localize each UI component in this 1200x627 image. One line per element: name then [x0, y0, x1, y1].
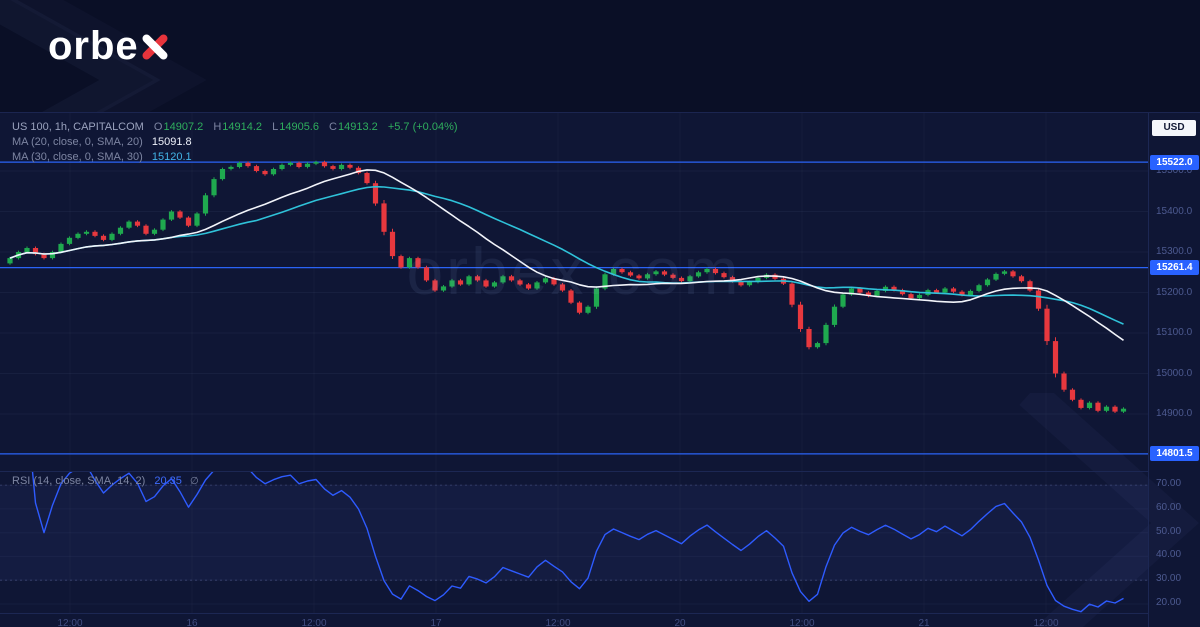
rsi-value: 20.35 — [154, 475, 182, 487]
time-axis-label: 12:00 — [1033, 618, 1059, 627]
orbex-logo: orbe — [48, 24, 169, 68]
time-axis-label: 21 — [918, 618, 930, 627]
price-chart-canvas[interactable] — [0, 113, 1148, 471]
time-axis-label: 12:00 — [545, 618, 571, 627]
price-axis-label: 15000.0 — [1156, 368, 1193, 379]
ohlc-close-value: 14913.2 — [338, 121, 378, 133]
rsi-axis-label: 20.00 — [1156, 597, 1182, 608]
ohlc-low-value: 14905.6 — [279, 121, 319, 133]
chart-legend: US 100, 1h, CAPITALCOM O14907.2 H14914.2… — [12, 120, 458, 165]
price-level-badge[interactable]: 15522.0 — [1150, 155, 1199, 170]
time-axis-label: 16 — [186, 618, 198, 627]
chart-panel: orbex.com 12:00 16 12:00 17 12:00 20 12:00 21 12… — [0, 112, 1200, 627]
ma30-label: MA (30, close, 0, SMA, 30) — [12, 151, 143, 163]
ohlc-high-value: 14914.2 — [222, 121, 263, 133]
ma30-value: 15120.1 — [151, 151, 192, 163]
rsi-ma-placeholder: ∅ — [189, 476, 199, 487]
time-axis-label: 12:00 — [301, 618, 327, 627]
price-axis-label: 15100.0 — [1156, 327, 1193, 338]
ohlc-open-value: 14907.2 — [163, 121, 204, 133]
rsi-axis-label: 70.00 — [1156, 478, 1182, 489]
price-change: +5.7 (+0.04%) — [387, 121, 458, 133]
price-pane — [0, 113, 1148, 471]
time-axis-label: 17 — [430, 618, 442, 627]
time-axis[interactable]: 12:00 16 12:00 17 12:00 20 12:00 21 12:00 — [0, 613, 1148, 627]
ma20-label: MA (20, close, 0, SMA, 20) — [12, 136, 143, 148]
symbol-legend-row[interactable]: US 100, 1h, CAPITALCOM O14907.2 H14914.2… — [12, 120, 458, 135]
currency-button[interactable]: USD — [1152, 120, 1196, 136]
rsi-pane — [0, 471, 1148, 614]
rsi-axis-label: 50.00 — [1156, 526, 1182, 537]
price-axis-label: 14900.0 — [1156, 408, 1193, 419]
logo-x-icon — [140, 29, 169, 63]
rsi-chart-canvas[interactable] — [0, 472, 1148, 614]
ma30-legend-row[interactable]: MA (30, close, 0, SMA, 30) 15120.1 — [12, 150, 458, 165]
rsi-axis-label: 60.00 — [1156, 502, 1182, 513]
time-axis-label: 12:00 — [57, 618, 83, 627]
time-axis-label: 12:00 — [789, 618, 815, 627]
ohlc-low-label: L — [272, 121, 279, 133]
time-axis-label: 20 — [674, 618, 686, 627]
price-axis-label: 15200.0 — [1156, 287, 1193, 298]
rsi-axis-label: 40.00 — [1156, 549, 1182, 560]
rsi-axis-label: 30.00 — [1156, 573, 1182, 584]
rsi-legend-row[interactable]: RSI (14, close, SMA, 14, 2) 20.35 ∅ — [12, 475, 199, 487]
candles — [7, 160, 1127, 413]
ohlc-high-label: H — [213, 121, 222, 133]
price-axis-label: 15500.0 — [1156, 165, 1193, 176]
ohlc-open-label: O — [153, 121, 163, 133]
ma20-value: 15091.8 — [151, 136, 192, 148]
ohlc-close-label: C — [329, 121, 337, 133]
price-level-badge[interactable]: 14801.5 — [1150, 446, 1199, 461]
symbol-title: US 100, 1h, CAPITALCOM — [12, 121, 144, 133]
price-axis-label: 15300.0 — [1156, 246, 1193, 257]
ma20-legend-row[interactable]: MA (20, close, 0, SMA, 20) 15091.8 — [12, 135, 458, 150]
logo-text: orbe — [48, 24, 139, 68]
rsi-label: RSI (14, close, SMA, 14, 2) — [12, 475, 146, 487]
price-axis[interactable]: 15500.0 15400.0 15300.0 15200.0 15100.0 15000… — [1148, 113, 1200, 627]
price-axis-label: 15400.0 — [1156, 206, 1193, 217]
price-level-badge[interactable]: 15261.4 — [1150, 260, 1199, 275]
